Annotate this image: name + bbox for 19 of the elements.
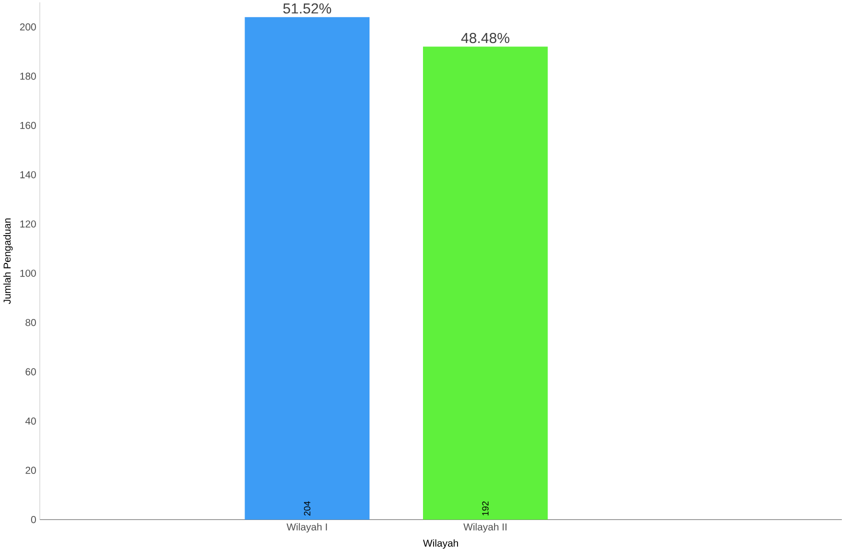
y-tick-label: 120	[20, 220, 36, 228]
y-tick-label: 0	[31, 516, 36, 524]
y-tick-label: 140	[20, 171, 36, 178]
y-tick-label: 20	[26, 466, 36, 474]
y-tick-label: 100	[20, 270, 36, 277]
y-tick-label: 40	[25, 418, 36, 425]
data-label: 204	[304, 501, 310, 516]
x-tick-label: Wilayah I	[286, 523, 327, 532]
y-tick-label: 200	[20, 23, 36, 30]
annotation: 48.48%	[461, 32, 510, 44]
annotation: 51.52%	[283, 3, 332, 14]
y-tick-label: 160	[20, 122, 36, 130]
y-tick-label: 180	[20, 72, 36, 80]
y-tick-label: 80	[26, 318, 36, 326]
y-axis-title: Jumlah Pengaduan	[3, 218, 13, 304]
x-tick-label: Wilayah II	[463, 523, 506, 532]
data-label: 192	[482, 501, 489, 516]
y-tick-label: 60	[26, 368, 36, 376]
x-axis-title: Wilayah	[423, 539, 458, 549]
